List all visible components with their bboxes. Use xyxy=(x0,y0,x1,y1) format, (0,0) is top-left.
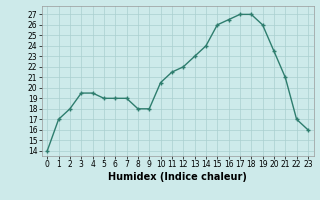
X-axis label: Humidex (Indice chaleur): Humidex (Indice chaleur) xyxy=(108,172,247,182)
